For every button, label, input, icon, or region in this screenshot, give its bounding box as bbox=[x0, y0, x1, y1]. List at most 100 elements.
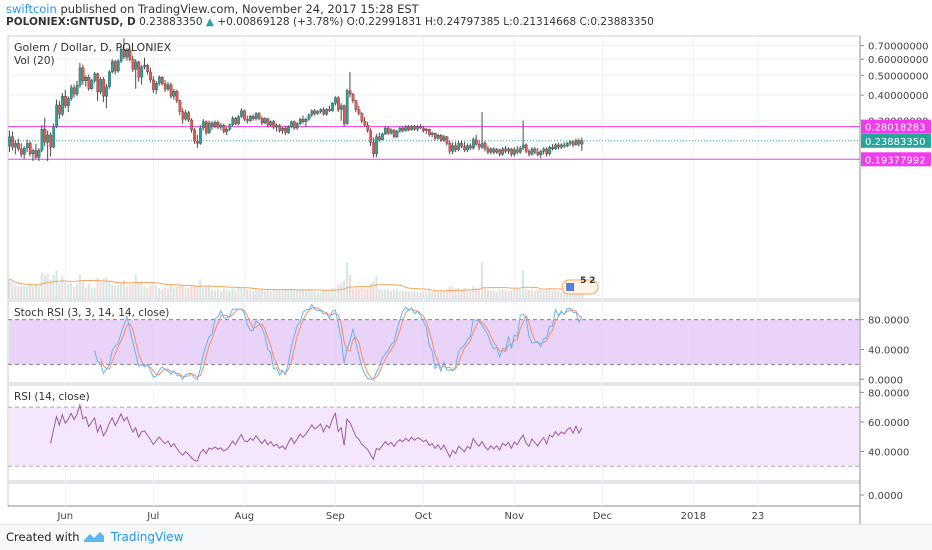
candle bbox=[240, 108, 243, 119]
candle bbox=[160, 76, 164, 86]
candle bbox=[334, 96, 337, 106]
rsi-band bbox=[9, 407, 859, 467]
volume-bar bbox=[23, 286, 26, 298]
candle bbox=[75, 80, 79, 97]
volume-bar bbox=[530, 289, 533, 298]
volume-bar bbox=[208, 285, 211, 298]
stoch-tick-label: 40.0000 bbox=[868, 345, 909, 356]
volume-bar bbox=[213, 290, 216, 298]
calendar-icon bbox=[566, 283, 575, 291]
candle bbox=[580, 137, 584, 151]
candle bbox=[381, 132, 384, 141]
candle bbox=[384, 126, 387, 135]
candle bbox=[122, 38, 126, 60]
candle bbox=[507, 147, 511, 154]
candle-body bbox=[460, 143, 464, 147]
candle-body bbox=[28, 143, 32, 155]
candle bbox=[187, 110, 191, 123]
volume-bar bbox=[334, 288, 337, 298]
candle bbox=[210, 121, 214, 130]
volume-bar bbox=[542, 290, 545, 298]
candle bbox=[504, 146, 508, 154]
candle bbox=[430, 131, 434, 138]
volume-bar bbox=[143, 286, 146, 298]
candle-body bbox=[298, 118, 302, 124]
candle bbox=[61, 92, 64, 117]
candle-body bbox=[351, 93, 355, 101]
candle bbox=[439, 133, 443, 142]
candle-body bbox=[504, 148, 508, 152]
candle-body bbox=[246, 118, 249, 121]
volume-bar bbox=[507, 290, 510, 298]
candle-body bbox=[193, 129, 196, 142]
candle bbox=[225, 127, 229, 135]
volume-ma-line bbox=[9, 278, 582, 292]
time-tick-label: Sep bbox=[326, 511, 345, 522]
candle bbox=[119, 45, 123, 63]
volume-bar bbox=[466, 289, 469, 298]
candle bbox=[351, 92, 355, 104]
candle bbox=[246, 115, 249, 124]
volume-bar bbox=[527, 290, 530, 298]
volume-bar bbox=[125, 286, 128, 298]
volume-bar bbox=[302, 289, 304, 298]
candle-body bbox=[237, 116, 240, 124]
candle bbox=[463, 141, 466, 153]
volume-bar bbox=[434, 290, 437, 298]
candle bbox=[486, 145, 490, 155]
candle bbox=[510, 148, 513, 157]
candle bbox=[419, 124, 422, 130]
volume-bar bbox=[569, 291, 572, 298]
candle-body bbox=[498, 149, 502, 155]
candle-body bbox=[563, 144, 566, 147]
candle bbox=[263, 117, 267, 125]
candle bbox=[43, 117, 47, 147]
volume-bar bbox=[404, 290, 407, 298]
price-tick-label: 0.60000000 bbox=[868, 55, 928, 66]
chart-canvas[interactable]: 0.70000000 0.60000000 0.50000000 0.40000000… bbox=[0, 0, 932, 524]
volume-bar bbox=[166, 288, 169, 298]
volume-bar bbox=[401, 291, 404, 298]
ohlc-values: O:0.22991831 H:0.24797385 L:0.21314668 C… bbox=[346, 16, 654, 28]
tradingview-brand[interactable]: TradingView bbox=[111, 530, 184, 544]
candle-body bbox=[566, 143, 569, 147]
volume-bar bbox=[120, 281, 123, 298]
candle-body bbox=[184, 112, 188, 120]
volume-bar bbox=[184, 287, 187, 298]
time-tick-label: 23 bbox=[752, 511, 765, 522]
rsi-line bbox=[50, 403, 583, 462]
candle bbox=[278, 124, 282, 133]
volume-bar bbox=[448, 286, 451, 298]
publish-text: published on TradingView.com, November 2… bbox=[60, 2, 419, 16]
candle-body bbox=[158, 77, 161, 84]
volume-bar bbox=[26, 286, 29, 298]
candle bbox=[310, 109, 314, 118]
candle bbox=[322, 107, 326, 116]
volume-bar bbox=[20, 285, 23, 298]
candle-body bbox=[492, 148, 496, 153]
volume-bar bbox=[375, 276, 378, 298]
volume-bar bbox=[164, 287, 167, 298]
publisher-name[interactable]: swiftcoin bbox=[6, 2, 57, 16]
candle bbox=[554, 143, 557, 151]
volume-bar bbox=[290, 289, 293, 298]
candle bbox=[31, 148, 35, 162]
volume-bar bbox=[337, 284, 340, 298]
candle bbox=[460, 140, 464, 149]
pane-frame bbox=[7, 482, 861, 507]
candle bbox=[319, 108, 323, 114]
tradingview-logo-icon[interactable] bbox=[82, 530, 106, 544]
candle-body bbox=[319, 109, 323, 112]
candle-body bbox=[87, 77, 91, 89]
candle bbox=[178, 99, 182, 115]
candle bbox=[190, 118, 194, 133]
candle bbox=[69, 84, 73, 101]
candle bbox=[64, 89, 67, 109]
volume-bar bbox=[416, 291, 419, 298]
candle-body bbox=[413, 125, 417, 130]
volume-bar bbox=[169, 284, 172, 298]
candle-body bbox=[521, 144, 525, 149]
candle-body bbox=[516, 149, 519, 153]
volume-bar bbox=[31, 286, 34, 298]
stoch-title: Stoch RSI (3, 3, 14, 14, close) bbox=[14, 307, 169, 319]
